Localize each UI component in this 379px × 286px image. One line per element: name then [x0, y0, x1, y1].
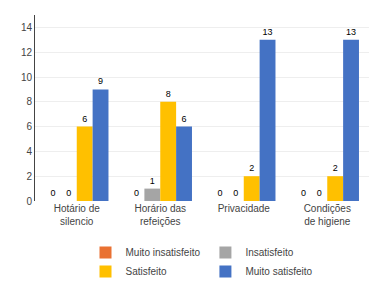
- svg-text:14: 14: [21, 22, 33, 33]
- svg-text:Horário dasrefeições: Horário dasrefeições: [134, 203, 186, 227]
- svg-text:Condiçõesde higiene: Condiçõesde higiene: [304, 203, 351, 227]
- svg-text:0: 0: [301, 188, 306, 198]
- svg-text:6: 6: [82, 114, 87, 124]
- svg-text:6: 6: [26, 121, 32, 132]
- svg-text:9: 9: [98, 76, 103, 86]
- svg-text:4: 4: [26, 146, 32, 157]
- svg-text:1: 1: [150, 176, 155, 186]
- svg-text:0: 0: [233, 188, 238, 198]
- svg-text:0: 0: [134, 188, 139, 198]
- svg-text:8: 8: [166, 89, 171, 99]
- svg-text:Privacidade: Privacidade: [218, 203, 271, 214]
- svg-text:Satisfeito: Satisfeito: [126, 266, 168, 277]
- svg-text:13: 13: [346, 27, 356, 37]
- svg-text:Muito insatisfeito: Muito insatisfeito: [126, 247, 201, 258]
- svg-text:0: 0: [317, 188, 322, 198]
- svg-text:Muito satisfeito: Muito satisfeito: [245, 266, 312, 277]
- svg-text:10: 10: [21, 72, 33, 83]
- svg-text:Hotário desilencio: Hotário desilencio: [54, 203, 101, 227]
- svg-text:0: 0: [66, 188, 71, 198]
- svg-text:0: 0: [217, 188, 222, 198]
- svg-text:13: 13: [263, 27, 273, 37]
- svg-text:0: 0: [26, 196, 32, 207]
- svg-text:6: 6: [182, 114, 187, 124]
- svg-text:8: 8: [26, 96, 32, 107]
- svg-text:0: 0: [50, 188, 55, 198]
- svg-text:Insatisfeito: Insatisfeito: [245, 247, 293, 258]
- svg-text:12: 12: [21, 47, 33, 58]
- svg-text:2: 2: [26, 171, 32, 182]
- svg-text:2: 2: [249, 163, 254, 173]
- svg-text:2: 2: [333, 163, 338, 173]
